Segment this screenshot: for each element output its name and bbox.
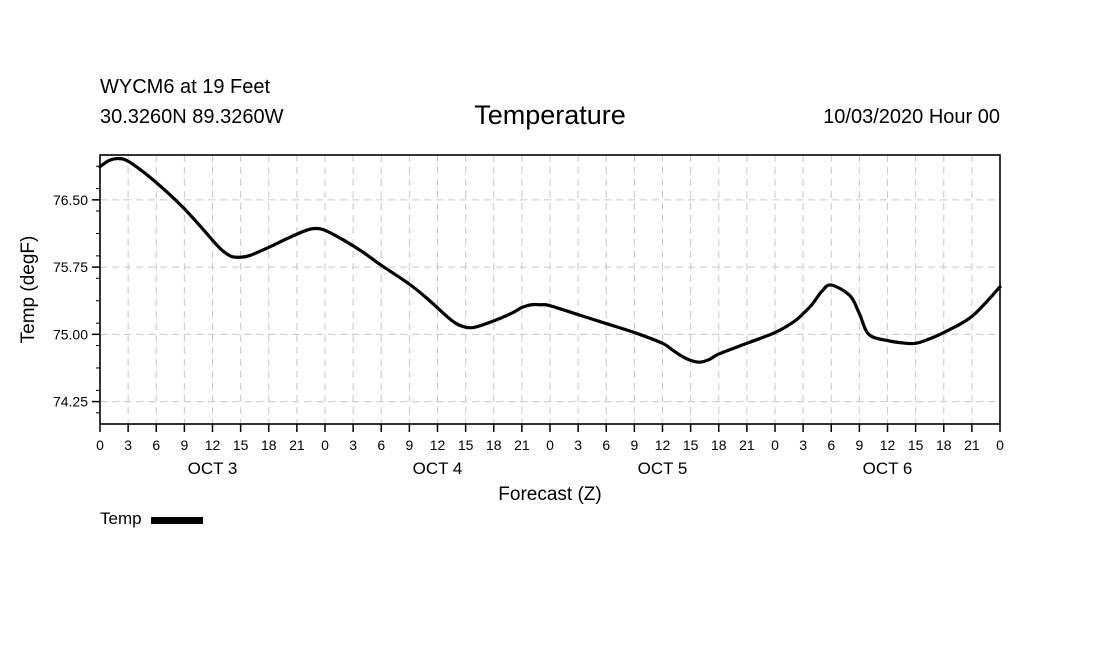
x-tick-label: 6 — [152, 437, 160, 453]
x-tick-label: 9 — [180, 437, 188, 453]
x-tick-label: 15 — [458, 437, 474, 453]
x-tick-label: 15 — [683, 437, 699, 453]
chart-title: Temperature — [474, 100, 626, 130]
day-label: OCT 6 — [863, 459, 913, 478]
x-tick-label: 6 — [602, 437, 610, 453]
x-tick-label: 18 — [711, 437, 727, 453]
x-tick-label: 0 — [321, 437, 329, 453]
y-tick-label: 75.75 — [53, 259, 88, 275]
x-tick-label: 21 — [514, 437, 530, 453]
x-tick-label: 3 — [574, 437, 582, 453]
x-tick-label: 3 — [349, 437, 357, 453]
x-tick-label: 15 — [908, 437, 924, 453]
x-tick-label: 9 — [855, 437, 863, 453]
x-tick-label: 0 — [96, 437, 104, 453]
y-tick-label: 76.50 — [53, 192, 88, 208]
y-axis-label: Temp (degF) — [18, 236, 39, 344]
y-tick-label: 75.00 — [53, 326, 88, 342]
x-tick-label: 18 — [486, 437, 502, 453]
legend-label: Temp — [100, 509, 142, 528]
x-tick-label: 18 — [261, 437, 277, 453]
x-tick-label: 18 — [936, 437, 952, 453]
x-tick-label: 0 — [771, 437, 779, 453]
day-label: OCT 4 — [413, 459, 463, 478]
x-tick-label: 21 — [739, 437, 755, 453]
forecast-run-time: 10/03/2020 Hour 00 — [823, 106, 1000, 128]
station-coordinates: 30.3260N 89.3260W — [100, 106, 284, 128]
y-tick-label: 74.25 — [53, 394, 88, 410]
x-tick-label: 12 — [880, 437, 896, 453]
day-label: OCT 5 — [638, 459, 688, 478]
legend-line-swatch — [150, 516, 203, 524]
x-tick-label: 0 — [996, 437, 1004, 453]
x-tick-label: 9 — [405, 437, 413, 453]
x-tick-label: 3 — [799, 437, 807, 453]
x-tick-label: 15 — [233, 437, 249, 453]
station-label: WYCM6 at 19 Feet — [100, 76, 271, 98]
x-tick-label: 21 — [964, 437, 980, 453]
x-tick-label: 12 — [430, 437, 446, 453]
x-axis-label: Forecast (Z) — [498, 484, 601, 505]
x-tick-label: 6 — [827, 437, 835, 453]
temp-series-line — [98, 156, 1002, 364]
x-tick-label: 0 — [546, 437, 554, 453]
x-tick-label: 21 — [289, 437, 305, 453]
plot-frame — [99, 154, 1001, 425]
x-tick-label: 12 — [205, 437, 221, 453]
x-tick-label: 9 — [630, 437, 638, 453]
day-label: OCT 3 — [188, 459, 238, 478]
x-tick-label: 12 — [655, 437, 671, 453]
x-tick-label: 6 — [377, 437, 385, 453]
legend: Temp — [100, 509, 203, 529]
x-tick-label: 3 — [124, 437, 132, 453]
